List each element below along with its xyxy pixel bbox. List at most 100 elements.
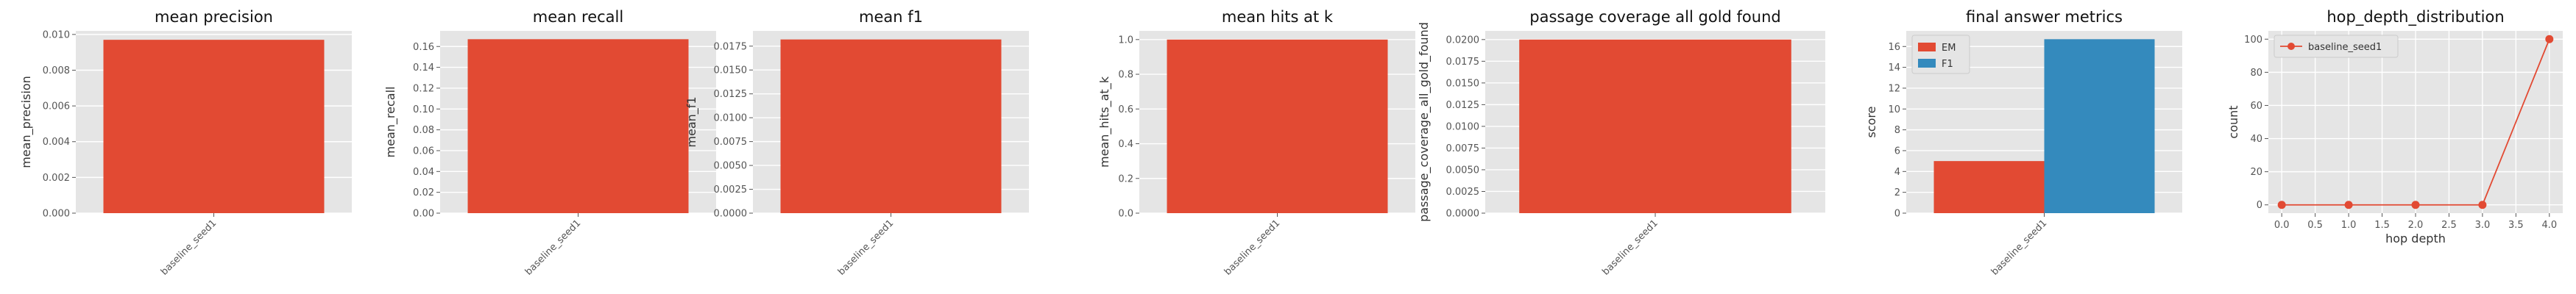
legend-label: baseline_seed1 bbox=[2308, 42, 2382, 53]
bar-baseline_seed1 bbox=[780, 39, 1002, 213]
y-tick-label: 0.0 bbox=[1118, 209, 1133, 220]
chart-panel-6: final answer metrics 0 2 4 6 8 10 12 14 16 score EM… bbox=[1864, 8, 2182, 278]
y-tick-label: 0.0075 bbox=[1446, 143, 1480, 154]
x-tick-label: baseline_seed1 bbox=[159, 218, 219, 277]
y-tick-label: 6 bbox=[1894, 146, 1900, 157]
y-tick-label: 20 bbox=[2250, 167, 2262, 178]
y-tick-label: 4 bbox=[1894, 167, 1900, 178]
y-axis-label: mean_precision bbox=[19, 76, 34, 168]
y-tick-label: 10 bbox=[1888, 104, 1900, 115]
y-tick-label: 0.0125 bbox=[1446, 100, 1480, 111]
y-tick-label: 0.6 bbox=[1118, 104, 1133, 115]
x-tick-label: baseline_seed1 bbox=[1222, 218, 1282, 277]
x-tick-label: 1.5 bbox=[2374, 220, 2390, 231]
bar-f1 bbox=[2044, 39, 2155, 213]
y-axis-label: mean_f1 bbox=[684, 96, 699, 147]
x-tick-label: baseline_seed1 bbox=[523, 218, 583, 277]
y-axis-label: mean_recall bbox=[383, 87, 398, 158]
y-tick-label: 0.0050 bbox=[714, 161, 748, 172]
x-tick-label: 1.0 bbox=[2341, 220, 2357, 231]
y-tick-label: 0.0100 bbox=[1446, 121, 1480, 132]
y-tick-label: 0.0100 bbox=[714, 113, 748, 124]
x-axis-label: hop depth bbox=[2385, 232, 2446, 245]
data-point bbox=[2344, 201, 2353, 209]
y-tick-label: 16 bbox=[1888, 42, 1900, 53]
y-tick-label: 1.0 bbox=[1118, 35, 1133, 46]
data-point bbox=[2277, 201, 2286, 209]
y-tick-label: 40 bbox=[2250, 134, 2262, 145]
x-tick-label: 0.0 bbox=[2274, 220, 2290, 231]
y-tick-label: 0.0025 bbox=[714, 184, 748, 196]
chart-title: final answer metrics bbox=[1966, 8, 2123, 26]
y-tick-label: 0.02 bbox=[413, 187, 434, 198]
legend-box bbox=[1911, 35, 1970, 74]
legend-label-em: EM bbox=[1942, 43, 1956, 54]
y-tick-label: 0 bbox=[2257, 200, 2262, 211]
y-tick-label: 8 bbox=[1894, 125, 1900, 136]
chart-title: mean recall bbox=[533, 8, 623, 26]
x-tick-label: 2.0 bbox=[2408, 220, 2424, 231]
y-axis-label: score bbox=[1864, 107, 1878, 138]
y-tick-label: 0.0050 bbox=[1446, 165, 1480, 176]
data-point bbox=[2478, 201, 2487, 209]
y-tick-label: 0.0125 bbox=[714, 89, 748, 100]
y-tick-label: 0.0150 bbox=[714, 65, 748, 76]
y-tick-label: 0.0175 bbox=[1446, 57, 1480, 68]
y-tick-label: 0.004 bbox=[43, 137, 70, 148]
y-tick-label: 0.000 bbox=[43, 209, 70, 220]
y-tick-label: 0.0075 bbox=[714, 137, 748, 148]
legend: baseline_seed1 bbox=[2274, 35, 2399, 58]
y-tick-label: 0.16 bbox=[413, 42, 434, 53]
y-tick-label: 0.12 bbox=[413, 83, 434, 94]
y-axis-label: count bbox=[2226, 105, 2240, 138]
legend-swatch-f1 bbox=[1918, 59, 1936, 68]
bar-baseline_seed1 bbox=[103, 40, 325, 214]
y-tick-label: 0.2 bbox=[1118, 173, 1133, 184]
y-tick-label: 0.010 bbox=[43, 29, 70, 40]
y-tick-label: 100 bbox=[2244, 35, 2262, 46]
x-tick-label: baseline_seed1 bbox=[836, 218, 896, 277]
chart-panel-2: mean recall 0.00 0.02 0.04 0.06 0.08 0.10 0.12 0… bbox=[383, 8, 716, 278]
y-tick-label: 0.0175 bbox=[714, 41, 748, 52]
y-tick-label: 0.4 bbox=[1118, 139, 1133, 150]
y-tick-label: 0.04 bbox=[413, 167, 434, 178]
chart-title: mean f1 bbox=[859, 8, 923, 26]
chart-panel-4: mean hits at k 0.0 0.2 0.4 0.6 0.8 1.0 mean_hit… bbox=[1097, 8, 1415, 278]
y-tick-label: 80 bbox=[2250, 68, 2262, 79]
legend-label-f1: F1 bbox=[1942, 59, 1953, 70]
x-tick-label: 2.5 bbox=[2441, 220, 2457, 231]
data-point bbox=[2411, 201, 2420, 209]
x-tick-label: 0.5 bbox=[2307, 220, 2323, 231]
y-tick-label: 0.0000 bbox=[1446, 209, 1480, 220]
legend-swatch-em bbox=[1918, 43, 1936, 51]
bar-baseline_seed1 bbox=[467, 39, 689, 213]
chart-title: passage coverage all gold found bbox=[1529, 8, 1780, 26]
legend: EM F1 bbox=[1911, 35, 1970, 74]
chart-title: mean precision bbox=[155, 8, 273, 26]
chart-title: mean hits at k bbox=[1222, 8, 1334, 26]
y-tick-label: 0.06 bbox=[413, 146, 434, 157]
y-tick-label: 2 bbox=[1894, 187, 1900, 198]
chart-panel-5: passage coverage all gold found 0.0000 0.0… bbox=[1417, 8, 1825, 278]
legend-marker bbox=[2287, 43, 2295, 50]
y-tick-label: 14 bbox=[1888, 62, 1900, 74]
y-tick-label: 12 bbox=[1888, 83, 1900, 94]
legend-box bbox=[2274, 35, 2399, 58]
y-tick-label: 0.0150 bbox=[1446, 78, 1480, 89]
chart-panel-7: hop_depth_distribution 0 20 40 60 80 100 count 0… bbox=[2226, 8, 2563, 245]
data-point bbox=[2545, 35, 2554, 43]
x-tick-label: 3.5 bbox=[2508, 220, 2524, 231]
y-tick-label: 0.002 bbox=[43, 173, 70, 184]
y-tick-label: 0.14 bbox=[413, 62, 434, 74]
chart-panel-1: mean precision 0.000 0.002 0.004 0.006 0.008 0… bbox=[19, 8, 352, 278]
x-tick-label: 4.0 bbox=[2541, 220, 2557, 231]
y-tick-label: 0.006 bbox=[43, 101, 70, 112]
bar-baseline_seed1 bbox=[1167, 39, 1388, 213]
y-tick-label: 0.0000 bbox=[714, 209, 748, 220]
chart-title: hop_depth_distribution bbox=[2326, 8, 2504, 26]
y-tick-label: 0.0025 bbox=[1446, 187, 1480, 198]
y-tick-label: 0.08 bbox=[413, 125, 434, 136]
y-tick-label: 0.8 bbox=[1118, 70, 1133, 81]
y-axis-label: mean_hits_at_k bbox=[1097, 76, 1112, 168]
y-tick-label: 0.0200 bbox=[1446, 35, 1480, 46]
